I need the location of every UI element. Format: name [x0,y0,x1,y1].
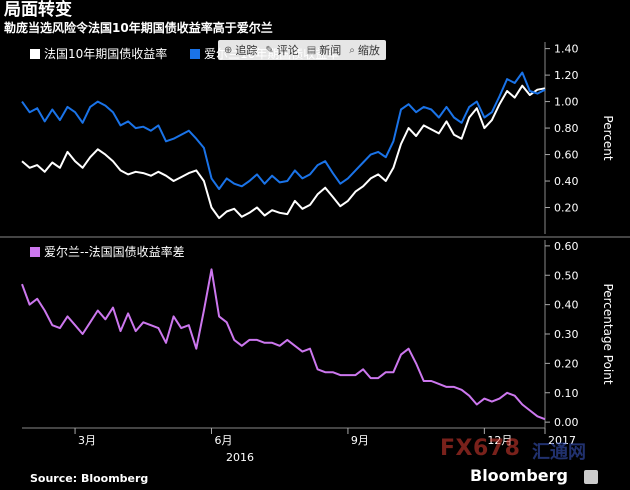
y-axis-label: Percent [601,115,615,160]
y-tick-label: 1.40 [554,43,579,56]
series-line-france [21,84,546,220]
bloomberg-logo: Bloomberg [470,466,568,485]
y-tick-label: 0.60 [554,240,579,253]
y-tick-label: 0.40 [554,299,579,312]
y-tick-label: 0.80 [554,122,579,135]
x-tick-label: 12月 [487,434,512,447]
chart-toolbar: ⊕ 追踪 ✎ 评论 ▤ 新闻 ⌕ 缩放 [218,40,386,60]
toolbar-news-button[interactable]: ▤ 新闻 [307,42,341,58]
y-tick-label: 1.20 [554,69,579,82]
news-icon: ▤ [306,44,317,56]
y-tick-label: 0.20 [554,357,579,370]
legend-swatch [190,49,200,59]
y-tick-label: 0.30 [554,328,579,341]
toolbar-news-label: 新闻 [319,44,342,57]
y-tick-label: 0.00 [554,416,579,429]
x-tick-label: 2017 [548,434,576,447]
y-tick-label: 0.10 [554,387,579,400]
toolbar-comment-label: 评论 [276,44,299,57]
search-icon: ⌕ [349,44,355,56]
legend-label: 爱尔兰--法国国债收益率差 [44,244,185,259]
chart-subtitle: 勒庞当选风险令法国10年期国债收益率高于爱尔兰 [4,21,273,35]
chart-title: 局面转变 [4,0,72,20]
comment-icon: ✎ [265,44,274,56]
x-tick-label: 6月 [214,434,232,447]
source-note: Source: Bloomberg [30,472,149,485]
toolbar-zoom-button[interactable]: ⌕ 缩放 [349,42,380,58]
y-tick-label: 0.50 [554,269,579,282]
watermark-logo: FX678 [440,436,521,461]
legend-label: 法国10年期国债收益率 [44,46,167,61]
series-line-ireland [21,71,546,190]
y-tick-label: 0.60 [554,149,579,162]
toolbar-track-button[interactable]: ⊕ 追踪 [224,42,257,58]
y-axis-label: Percentage Point [601,283,615,384]
watermark-cn: 汇通网 [532,442,586,463]
series-line-spread [21,268,546,421]
toolbar-track-label: 追踪 [235,44,258,57]
toolbar-zoom-label: 缩放 [357,44,380,57]
x-tick-label: 3月 [78,434,96,447]
toolbar-comment-button[interactable]: ✎ 评论 [265,42,298,58]
y-tick-label: 0.20 [554,202,579,215]
legend-swatch [30,49,40,59]
x-axis-year-label: 2016 [226,451,254,464]
y-tick-label: 1.00 [554,96,579,109]
legend-swatch [30,247,40,257]
bloomberg-bars-icon [584,470,598,484]
track-icon: ⊕ [224,44,233,56]
y-tick-label: 0.40 [554,175,579,188]
x-tick-label: 9月 [351,434,369,447]
